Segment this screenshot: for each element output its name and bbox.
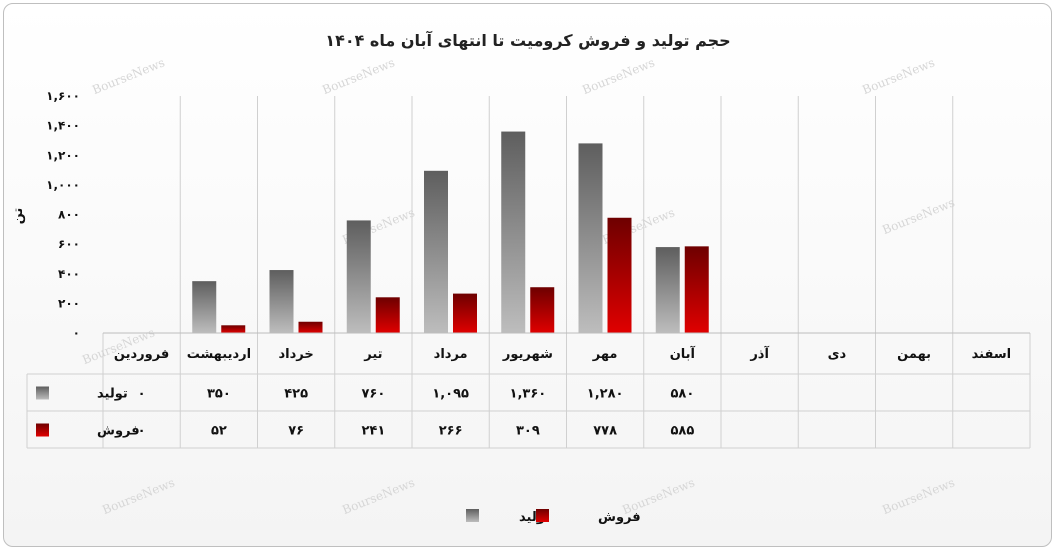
watermark-text: BourseNews <box>320 55 396 97</box>
x-tick-label: مهر <box>592 347 618 362</box>
chart-frame <box>3 3 1052 547</box>
y-axis-label: تن <box>11 208 26 225</box>
table-cell-value: ۷۶۰ <box>361 387 385 402</box>
bar-sales <box>684 246 709 333</box>
bar-production <box>269 270 294 333</box>
watermark-text: BourseNews <box>340 475 416 517</box>
bar-production <box>192 281 217 333</box>
watermark-text: BourseNews <box>880 475 956 517</box>
bar-sales <box>607 217 632 333</box>
watermark-text: BourseNews <box>860 55 936 97</box>
x-tick-label: اردیبهشت <box>187 347 251 362</box>
bar-sales <box>375 297 400 333</box>
x-tick-label: دی <box>828 347 847 362</box>
y-tick-label: ۴۰۰ <box>58 267 80 281</box>
table-cell-value: ۵۸۰ <box>670 387 694 402</box>
legend-label-sales: فروش <box>598 510 641 525</box>
bars <box>192 131 709 333</box>
table-cell-value: ۱,۳۶۰ <box>510 387 547 402</box>
watermark-text: BourseNews <box>90 55 166 97</box>
y-tick-label: ۰ <box>73 326 80 340</box>
x-tick-label: اسفند <box>972 347 1011 362</box>
y-tick-label: ۱,۲۰۰ <box>46 148 80 162</box>
bar-production <box>346 220 371 333</box>
x-tick-label: آذر <box>749 345 769 362</box>
watermark-text: BourseNews <box>100 475 176 517</box>
table-cell-value: ۵۸۵ <box>670 424 694 439</box>
y-axis-ticks: ۰ ۲۰۰ ۴۰۰ ۶۰۰ ۸۰۰ ۱,۰۰۰ ۱,۲۰۰ ۱,۴۰۰ ۱,۶۰۰ <box>46 89 80 340</box>
table-cell-value: ۱,۲۸۰ <box>587 387 624 402</box>
legend-swatch-sales <box>536 509 549 522</box>
watermark-text: BourseNews <box>880 195 956 237</box>
chart-title: حجم تولید و فروش کرومیت تا انتهای آبان م… <box>325 30 730 50</box>
bar-production <box>424 170 448 333</box>
x-tick-label: آبان <box>670 345 696 362</box>
table-cell-value: ۰ <box>138 424 146 439</box>
table-cell-value: ۲۴۱ <box>361 424 385 439</box>
bar-sales <box>298 321 323 333</box>
y-tick-label: ۸۰۰ <box>58 208 80 222</box>
x-tick-label: تیر <box>363 347 382 362</box>
bar-production <box>501 131 526 333</box>
legend: تولید فروش <box>466 509 641 525</box>
table-cell-value: ۰ <box>138 387 146 402</box>
table-cell-value: ۲۶۶ <box>439 424 463 439</box>
table-cell-value: ۷۷۸ <box>593 424 617 439</box>
table-cell-value: ۷۶ <box>288 424 304 439</box>
bar-sales <box>221 325 246 333</box>
x-tick-label: خرداد <box>278 347 313 362</box>
table-cell-value: ۵۲ <box>211 424 227 439</box>
y-tick-label: ۱,۴۰۰ <box>46 119 80 133</box>
y-tick-label: ۲۰۰ <box>58 296 80 310</box>
y-tick-label: ۱,۰۰۰ <box>46 178 80 192</box>
data-table: فروردین اردیبهشت خرداد تیر مرداد شهریور مهر آبا… <box>26 96 1031 449</box>
x-tick-label: مرداد <box>434 347 468 362</box>
x-tick-label: شهریور <box>502 347 553 362</box>
y-tick-label: ۱,۶۰۰ <box>46 89 80 103</box>
table-cell-value: ۳۵۰ <box>207 387 231 402</box>
bar-sales <box>453 293 477 333</box>
y-tick-label: ۶۰۰ <box>58 237 80 251</box>
row-series-name: تولید <box>97 387 128 402</box>
table-cell-value: ۳۰۹ <box>516 424 540 439</box>
row-series-name: فروش <box>97 424 140 439</box>
row-key-sales <box>36 423 49 437</box>
row-key-production <box>36 386 49 400</box>
bar-sales <box>530 287 555 333</box>
table-cell-value: ۴۲۵ <box>284 387 308 402</box>
table-cell-value: ۱,۰۹۵ <box>432 387 469 402</box>
x-tick-label: فروردین <box>114 347 169 362</box>
bar-production <box>655 247 680 333</box>
x-tick-label: بهمن <box>897 347 931 362</box>
watermark-text: BourseNews <box>580 55 656 97</box>
bar-production <box>578 143 603 333</box>
legend-swatch-production <box>466 509 479 522</box>
